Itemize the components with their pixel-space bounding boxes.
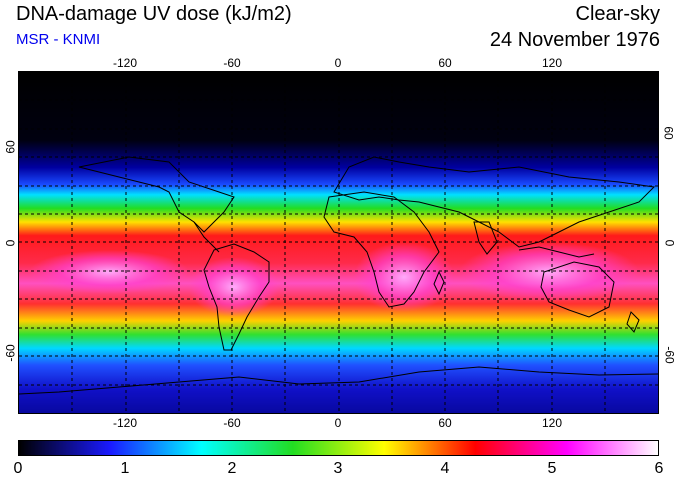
- graticule: [19, 72, 658, 413]
- lat-tick-right: 0: [662, 239, 677, 247]
- colorbar-label: 0: [13, 460, 23, 477]
- lon-tick-top: 0: [334, 56, 342, 70]
- high-uv-pacific: [29, 250, 189, 294]
- lon-tick-top: -60: [223, 56, 241, 70]
- colorbar-label: 1: [120, 460, 130, 477]
- colorbar-label: 6: [654, 460, 664, 477]
- lon-tick-top: -120: [112, 56, 138, 70]
- colorbar-label: 4: [440, 460, 450, 477]
- lon-tick-bottom: 60: [438, 416, 452, 430]
- lon-tick-bottom: 120: [541, 416, 563, 430]
- lat-tick-left: 60: [3, 140, 18, 154]
- map-title: DNA-damage UV dose (kJ/m2): [16, 3, 292, 25]
- coastlines: [19, 156, 658, 395]
- map-source: MSR - KNMI: [16, 31, 101, 48]
- lon-tick-top: 120: [541, 56, 563, 70]
- lon-tick-top: 60: [438, 56, 452, 70]
- lon-tick-bottom: 0: [334, 416, 342, 430]
- colorbar: [18, 440, 659, 456]
- high-uv-indian-ocean: [459, 242, 639, 302]
- high-uv-africa: [354, 242, 454, 312]
- sky-condition: Clear-sky: [575, 3, 660, 25]
- uv-dose-map: [18, 71, 659, 414]
- lon-tick-bottom: -60: [223, 416, 241, 430]
- lat-tick-right: 60: [661, 126, 676, 140]
- map-date: 24 November 1976: [489, 29, 660, 51]
- lat-tick-left: 0: [3, 239, 18, 247]
- colorbar-label: 5: [547, 460, 557, 477]
- lat-tick-left: -60: [3, 344, 18, 362]
- colorbar-label: 3: [333, 460, 343, 477]
- lon-tick-bottom: -120: [112, 416, 138, 430]
- lat-tick-right: -60: [662, 346, 677, 364]
- colorbar-label: 2: [227, 460, 237, 477]
